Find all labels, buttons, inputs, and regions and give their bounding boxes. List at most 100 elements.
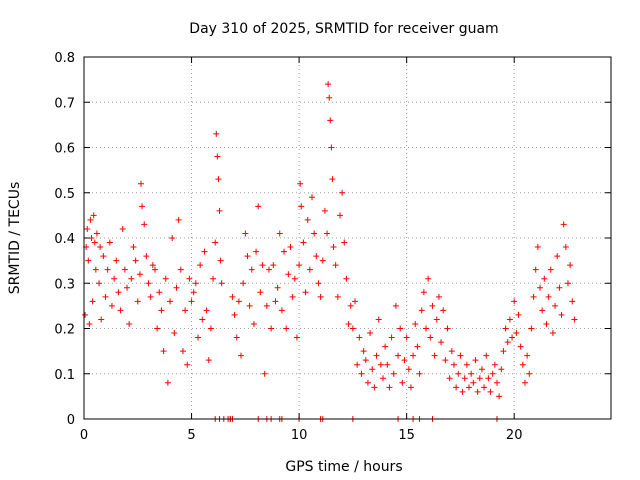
data-point bbox=[217, 257, 224, 264]
data-point bbox=[547, 266, 554, 273]
data-point bbox=[468, 370, 475, 377]
data-point bbox=[474, 388, 481, 395]
data-point bbox=[274, 284, 281, 291]
data-point bbox=[302, 289, 309, 296]
data-point bbox=[558, 311, 565, 318]
data-point bbox=[171, 330, 178, 337]
data-point bbox=[97, 244, 104, 251]
data-point bbox=[504, 339, 511, 346]
data-point bbox=[175, 216, 182, 223]
data-point bbox=[261, 370, 268, 377]
data-point bbox=[100, 253, 107, 260]
data-point bbox=[296, 262, 303, 269]
data-point bbox=[201, 248, 208, 255]
data-point bbox=[541, 275, 548, 282]
data-point bbox=[377, 361, 384, 368]
data-point bbox=[313, 253, 320, 260]
data-point bbox=[560, 221, 567, 228]
data-point bbox=[306, 266, 313, 273]
data-point bbox=[128, 275, 135, 282]
data-point bbox=[562, 244, 569, 251]
data-point bbox=[521, 379, 528, 386]
data-point bbox=[203, 307, 210, 314]
data-point bbox=[463, 361, 470, 368]
data-point bbox=[119, 225, 126, 232]
data-point bbox=[214, 153, 221, 160]
data-point bbox=[440, 307, 447, 314]
data-point bbox=[315, 280, 322, 287]
data-point bbox=[86, 320, 93, 327]
data-point bbox=[485, 375, 492, 382]
x-axis-label: GPS time / hours bbox=[285, 459, 402, 475]
y-tick-label: 0.5 bbox=[54, 187, 75, 202]
data-point bbox=[395, 352, 402, 359]
data-point bbox=[89, 298, 96, 305]
data-point bbox=[329, 176, 336, 183]
data-point bbox=[207, 325, 214, 332]
data-point bbox=[293, 334, 300, 341]
data-point bbox=[325, 81, 332, 88]
data-point bbox=[263, 302, 270, 309]
data-point bbox=[231, 311, 238, 318]
data-point bbox=[265, 266, 272, 273]
data-point bbox=[427, 334, 434, 341]
data-point bbox=[132, 257, 139, 264]
data-point bbox=[117, 307, 124, 314]
data-point bbox=[405, 366, 412, 373]
data-point bbox=[121, 266, 128, 273]
data-point bbox=[285, 271, 292, 278]
data-point bbox=[257, 289, 264, 296]
data-point bbox=[481, 384, 488, 391]
data-point bbox=[151, 266, 158, 273]
data-point bbox=[339, 189, 346, 196]
data-point bbox=[139, 203, 146, 210]
data-series-srmtid bbox=[82, 81, 578, 422]
data-point bbox=[549, 330, 556, 337]
data-point bbox=[513, 330, 520, 337]
data-point bbox=[448, 348, 455, 355]
data-point bbox=[268, 325, 275, 332]
data-point bbox=[186, 275, 193, 282]
data-point bbox=[491, 361, 498, 368]
data-point bbox=[253, 248, 260, 255]
data-point bbox=[197, 262, 204, 269]
y-tick-label: 0 bbox=[67, 413, 75, 428]
data-point bbox=[524, 352, 531, 359]
data-point bbox=[92, 266, 99, 273]
data-point bbox=[442, 357, 449, 364]
data-point bbox=[90, 212, 97, 219]
data-point bbox=[487, 388, 494, 395]
x-tick-label: 15 bbox=[398, 428, 415, 443]
data-point bbox=[85, 257, 92, 264]
data-point bbox=[158, 307, 165, 314]
data-point bbox=[420, 289, 427, 296]
data-point bbox=[407, 384, 414, 391]
data-point bbox=[453, 384, 460, 391]
data-point bbox=[369, 366, 376, 373]
data-point bbox=[444, 325, 451, 332]
data-point bbox=[87, 216, 94, 223]
data-point bbox=[564, 280, 571, 287]
data-point bbox=[461, 375, 468, 382]
data-point bbox=[216, 207, 223, 214]
data-point bbox=[143, 253, 150, 260]
data-point bbox=[93, 230, 100, 237]
data-point bbox=[433, 316, 440, 323]
data-point bbox=[328, 144, 335, 151]
data-point bbox=[259, 262, 266, 269]
data-point bbox=[375, 316, 382, 323]
data-point bbox=[136, 271, 143, 278]
data-point bbox=[552, 302, 559, 309]
data-point bbox=[356, 334, 363, 341]
data-point bbox=[212, 239, 219, 246]
data-point bbox=[403, 334, 410, 341]
data-point bbox=[526, 370, 533, 377]
data-point bbox=[528, 325, 535, 332]
data-point bbox=[341, 239, 348, 246]
data-point bbox=[418, 307, 425, 314]
y-tick-label: 0.8 bbox=[54, 51, 75, 66]
data-point bbox=[298, 203, 305, 210]
data-point bbox=[160, 348, 167, 355]
data-point bbox=[177, 266, 184, 273]
